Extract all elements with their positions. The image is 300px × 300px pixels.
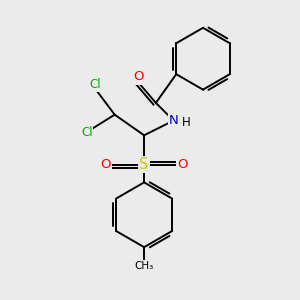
Text: O: O	[177, 158, 188, 171]
Text: O: O	[100, 158, 111, 171]
Text: Cl: Cl	[81, 126, 92, 139]
Text: S: S	[140, 157, 149, 172]
Text: N: N	[169, 114, 178, 127]
Text: O: O	[133, 70, 143, 83]
Text: Cl: Cl	[90, 78, 101, 91]
Text: H: H	[182, 116, 190, 128]
Text: CH₃: CH₃	[134, 261, 154, 271]
